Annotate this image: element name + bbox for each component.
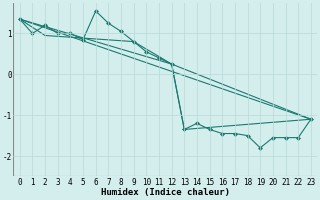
X-axis label: Humidex (Indice chaleur): Humidex (Indice chaleur) [101, 188, 230, 197]
